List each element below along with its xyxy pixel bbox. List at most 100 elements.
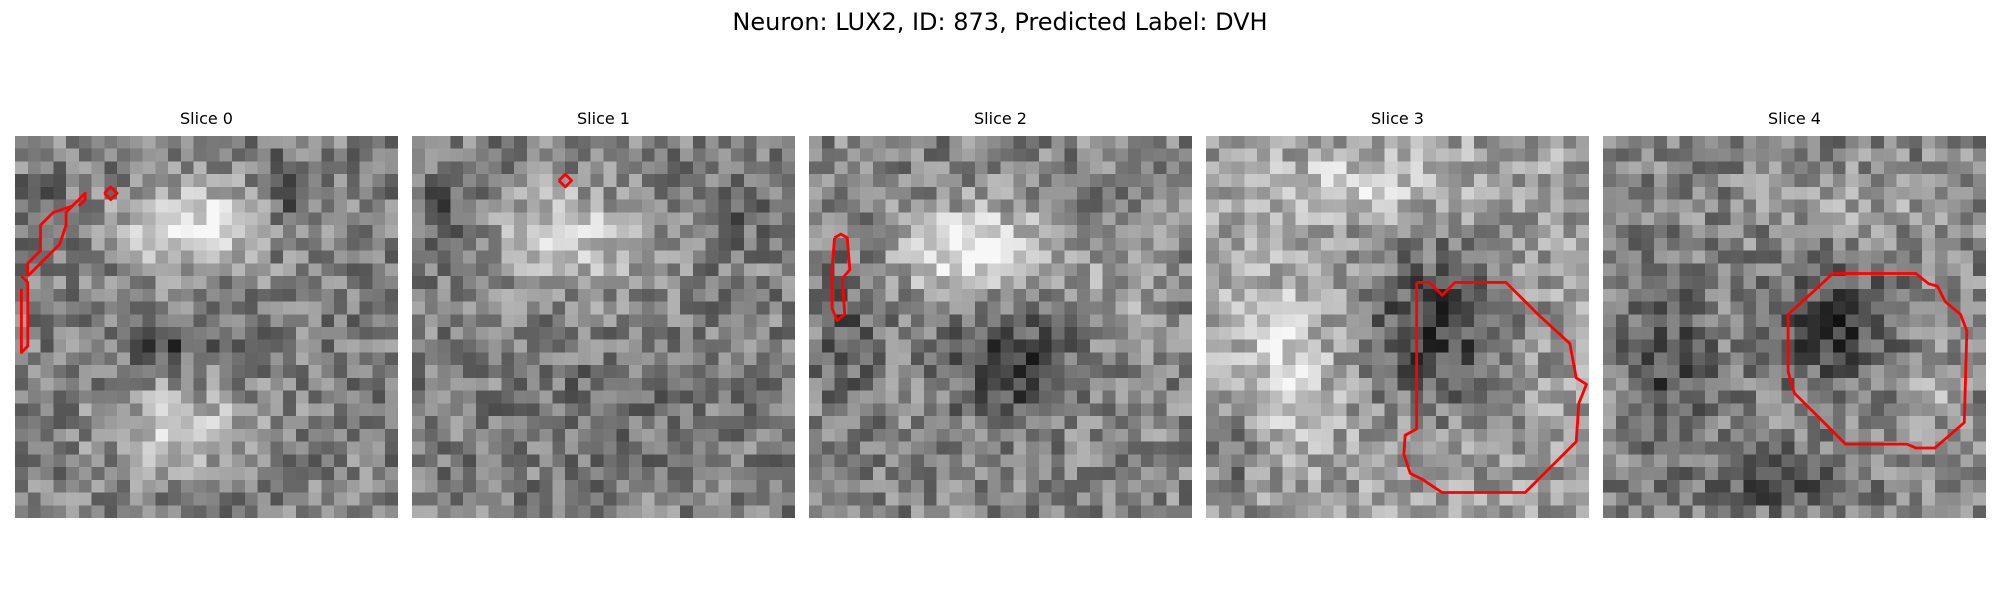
pixel-tile [450,377,464,391]
pixel-tile [372,225,386,239]
pixel-tile [1461,327,1475,340]
pixel-tile [654,186,668,200]
pixel-tile [91,467,105,481]
pixel-tile [641,403,655,417]
pixel-tile [1359,136,1373,149]
pixel-tile [1743,416,1757,430]
pixel-tile [129,339,143,353]
pixel-tile [1359,390,1373,404]
pixel-tile [1371,136,1385,149]
pixel-tile [1705,377,1719,391]
pixel-tile [654,237,668,251]
pixel-tile [860,428,874,442]
pixel-tile [1934,212,1948,226]
pixel-tile [219,199,233,213]
pixel-tile [1563,454,1577,468]
pixel-tile [718,505,732,518]
pixel-tile [193,212,207,226]
pixel-tile [1026,441,1040,455]
pixel-tile [1743,365,1757,379]
pixel-tile [1756,212,1770,226]
pixel-tile [1820,441,1834,455]
pixel-tile [743,212,757,226]
pixel-tile [501,390,515,404]
pixel-tile [1153,225,1167,239]
pixel-tile [78,377,92,391]
pixel-tile [1435,174,1449,188]
pixel-tile [1026,428,1040,442]
pixel-tile [232,199,246,213]
pixel-tile [66,288,80,302]
pixel-tile [27,174,41,188]
pixel-tile [718,250,732,264]
pixel-tile [1089,174,1103,188]
pixel-tile [129,186,143,200]
pixel-tile [1295,148,1309,162]
pixel-tile [1269,390,1283,404]
pixel-tile [1845,352,1859,366]
pixel-tile [1244,467,1258,481]
pixel-tile [616,237,630,251]
pixel-tile [1038,390,1052,404]
pixel-tile [872,352,886,366]
pixel-tile [1320,161,1334,175]
pixel-tile [769,301,783,315]
pixel-tile [1282,454,1296,468]
pixel-tile [1705,276,1719,290]
pixel-tile [552,263,566,277]
pixel-tile [936,225,950,239]
pixel-tile [295,148,309,162]
pixel-tile [1359,276,1373,290]
pixel-tile [1973,416,1986,430]
pixel-tile [1832,377,1846,391]
pixel-tile [270,365,284,379]
pixel-tile [1550,428,1564,442]
pixel-tile [1013,288,1027,302]
pixel-tile [565,288,579,302]
pixel-tile [1064,174,1078,188]
pixel-tile [1499,403,1513,417]
pixel-tile [270,225,284,239]
pixel-tile [1730,505,1744,518]
pixel-tile [949,352,963,366]
slice-panel-4: Slice 4 [1603,108,1986,518]
pixel-tile [1563,263,1577,277]
pixel-tile [385,288,398,302]
pixel-tile [206,301,220,315]
pixel-tile [78,148,92,162]
pixel-tile [142,428,156,442]
pixel-tile [1486,390,1500,404]
pixel-tile [705,263,719,277]
pixel-tile [359,390,373,404]
pixel-tile [66,352,80,366]
pixel-tile [756,492,770,506]
pixel-tile [756,416,770,430]
pixel-tile [1871,479,1885,493]
pixel-tile [1231,186,1245,200]
pixel-tile [1947,352,1961,366]
pixel-tile [1883,288,1897,302]
pixel-tile [1563,416,1577,430]
pixel-tile [667,492,681,506]
pixel-tile [168,186,182,200]
pixel-tile [1295,352,1309,366]
pixel-tile [180,377,194,391]
pixel-tile [1474,505,1488,518]
pixel-tile [539,352,553,366]
pixel-tile [1077,428,1091,442]
pixel-tile [1705,454,1719,468]
pixel-tile [1000,263,1014,277]
pixel-tile [1423,136,1437,149]
pixel-tile [1269,161,1283,175]
pixel-tile [1166,327,1180,340]
pixel-tile [53,492,67,506]
pixel-tile [809,428,823,442]
pixel-tile [1883,365,1897,379]
pixel-tile [1922,288,1936,302]
pixel-tile [936,263,950,277]
pixel-tile [475,428,489,442]
pixel-tile [834,136,848,149]
pixel-tile [53,454,67,468]
pixel-tile [168,403,182,417]
pixel-tile [437,225,451,239]
